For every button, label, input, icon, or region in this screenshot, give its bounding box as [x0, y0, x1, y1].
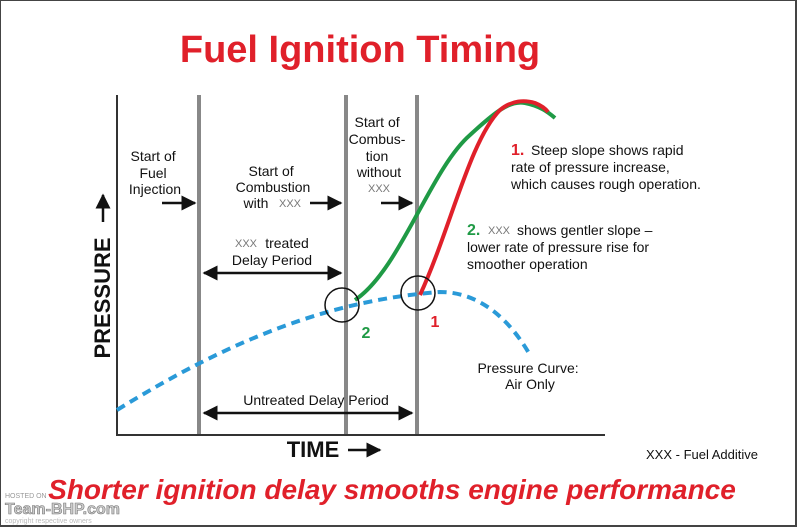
y-axis-label: PRESSURE [90, 237, 115, 358]
text-line: Start of [354, 114, 399, 130]
axes [116, 95, 605, 436]
text-line: Injection [129, 181, 181, 197]
text-line: without [356, 164, 401, 180]
text-line: rate of pressure increase, [511, 159, 670, 175]
phase-label: Start of Combustion [236, 163, 311, 195]
note-text: Steep slope shows rapid rate of pressure… [510, 142, 701, 192]
marker-circle [324, 287, 360, 323]
text-line: Air Only [505, 376, 555, 392]
note-text: shows gentler slope – lower rate of pres… [467, 222, 656, 272]
marker-label: 2 [362, 325, 371, 342]
additive-name: XXX [488, 225, 511, 237]
text-line: lower rate of pressure rise for [467, 239, 649, 255]
legend: XXX - Fuel Additive [646, 447, 758, 462]
text-line: Steep slope shows rapid [531, 142, 684, 158]
note-number: 2. [467, 222, 480, 239]
marker-circle [400, 275, 436, 311]
untreated-curve [418, 99, 550, 296]
additive-name: XXX [279, 198, 302, 210]
additive-name: XXX [368, 183, 391, 195]
delay-label: Untreated Delay Period [243, 392, 389, 408]
text-line: Start of [248, 163, 293, 179]
curve-label: Pressure Curve: Air Only [477, 360, 582, 392]
phase-label: Start of Fuel Injection [129, 148, 181, 197]
text-line: Combus- [349, 131, 406, 147]
text-line: Fuel [139, 165, 166, 181]
phase-arrows [162, 195, 414, 421]
text-line: Combustion [236, 179, 311, 195]
note-number: 1. [511, 142, 524, 159]
title: Fuel Ignition Timing [180, 29, 540, 71]
treated-curve [353, 100, 557, 302]
phase-lines [197, 95, 419, 434]
text-line: shows gentler slope – [517, 222, 653, 238]
watermark: Team-BHP.com [5, 501, 120, 518]
air-curve [115, 289, 532, 412]
delay-label: Delay Period [232, 252, 312, 268]
text-line: tion [366, 148, 389, 164]
marker-label: 1 [431, 314, 440, 331]
phase-label: Start of Combus- tion without [349, 114, 410, 180]
text-line: smoother operation [467, 256, 588, 272]
x-axis-label: TIME [287, 437, 340, 462]
text-line: which causes rough operation. [510, 176, 701, 192]
additive-name: XXX [235, 238, 258, 250]
phase-label: with [243, 195, 269, 211]
delay-label: treated [265, 235, 309, 251]
watermark: copyright respective owners [5, 518, 92, 525]
text-line: Pressure Curve: [477, 360, 578, 376]
watermark: HOSTED ON [5, 493, 47, 500]
footer: Shorter ignition delay smooths engine pe… [48, 474, 736, 505]
text-line: Start of [130, 148, 175, 164]
